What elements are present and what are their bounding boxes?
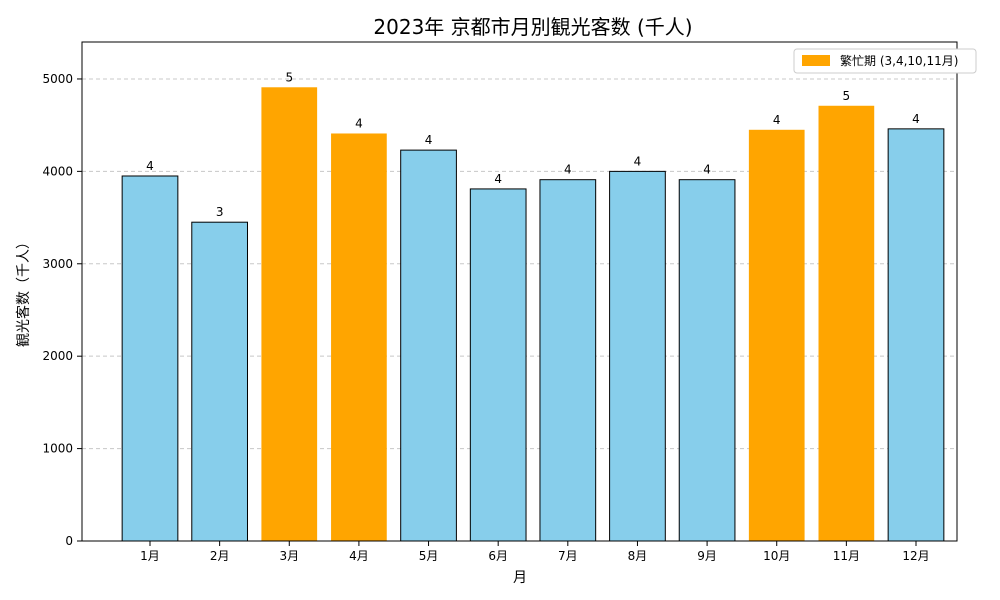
bar-9 (678, 179, 736, 542)
bar-10 (748, 129, 805, 541)
x-tick-label: 6月 (488, 549, 508, 563)
x-tick-label: 2月 (210, 549, 230, 563)
y-tick-label: 2000 (42, 349, 73, 363)
bar-2 (191, 221, 248, 542)
data-label: 3 (216, 205, 224, 219)
x-axis-label: 月 (513, 570, 527, 586)
y-tick-label: 3000 (42, 257, 73, 271)
y-tick-label: 4000 (42, 164, 73, 178)
chart-title: 2023年 京都市月別観光客数 (千人) (373, 15, 692, 39)
data-label: 4 (146, 159, 154, 173)
bar-11 (818, 105, 875, 541)
y-axis-ticks: 0 1000 2000 3000 4000 5000 (42, 72, 82, 548)
data-label: 4 (564, 163, 572, 177)
data-label: 5 (285, 70, 293, 84)
data-label: 4 (494, 172, 502, 186)
legend-swatch (802, 55, 830, 66)
legend: 繁忙期 (3,4,10,11月) (793, 48, 977, 74)
data-label: 4 (703, 163, 711, 177)
bar-6 (469, 188, 527, 542)
x-tick-label: 4月 (349, 549, 369, 563)
data-label: 4 (634, 154, 642, 168)
bar-12 (887, 128, 945, 542)
data-label: 4 (355, 116, 363, 130)
y-tick-label: 5000 (42, 72, 73, 86)
x-tick-label: 8月 (628, 549, 648, 563)
x-axis-ticks: 1月 2月 3月 4月 5月 6月 7月 8月 9月 10月 11月 12月 (140, 541, 930, 563)
bars (121, 87, 945, 542)
plot-frame (81, 41, 958, 542)
x-tick-label: 10月 (763, 549, 790, 563)
x-tick-label: 9月 (697, 549, 717, 563)
data-label: 4 (773, 113, 781, 127)
x-tick-label: 3月 (279, 549, 299, 563)
data-label: 4 (425, 133, 433, 147)
legend-frame (793, 48, 977, 74)
legend-label: 繁忙期 (3,4,10,11月) (840, 53, 958, 68)
data-labels: 4 3 5 4 4 4 4 4 4 4 5 4 (146, 70, 920, 219)
bar-8 (609, 170, 666, 542)
x-tick-label: 1月 (140, 549, 160, 563)
data-label: 4 (912, 112, 920, 126)
y-tick-label: 1000 (42, 442, 73, 456)
bar-1 (121, 175, 179, 542)
bar-4 (331, 133, 387, 541)
data-label: 5 (843, 89, 851, 103)
x-tick-label: 7月 (558, 549, 578, 563)
y-tick-label: 0 (65, 534, 73, 548)
y-axis-label: 観光客数（千人） (15, 235, 32, 347)
bar-7 (539, 179, 597, 542)
x-tick-label: 5月 (419, 549, 439, 563)
x-tick-label: 11月 (833, 549, 860, 563)
bar-3 (261, 87, 318, 541)
bar-5 (400, 149, 457, 542)
x-tick-label: 12月 (902, 549, 929, 563)
